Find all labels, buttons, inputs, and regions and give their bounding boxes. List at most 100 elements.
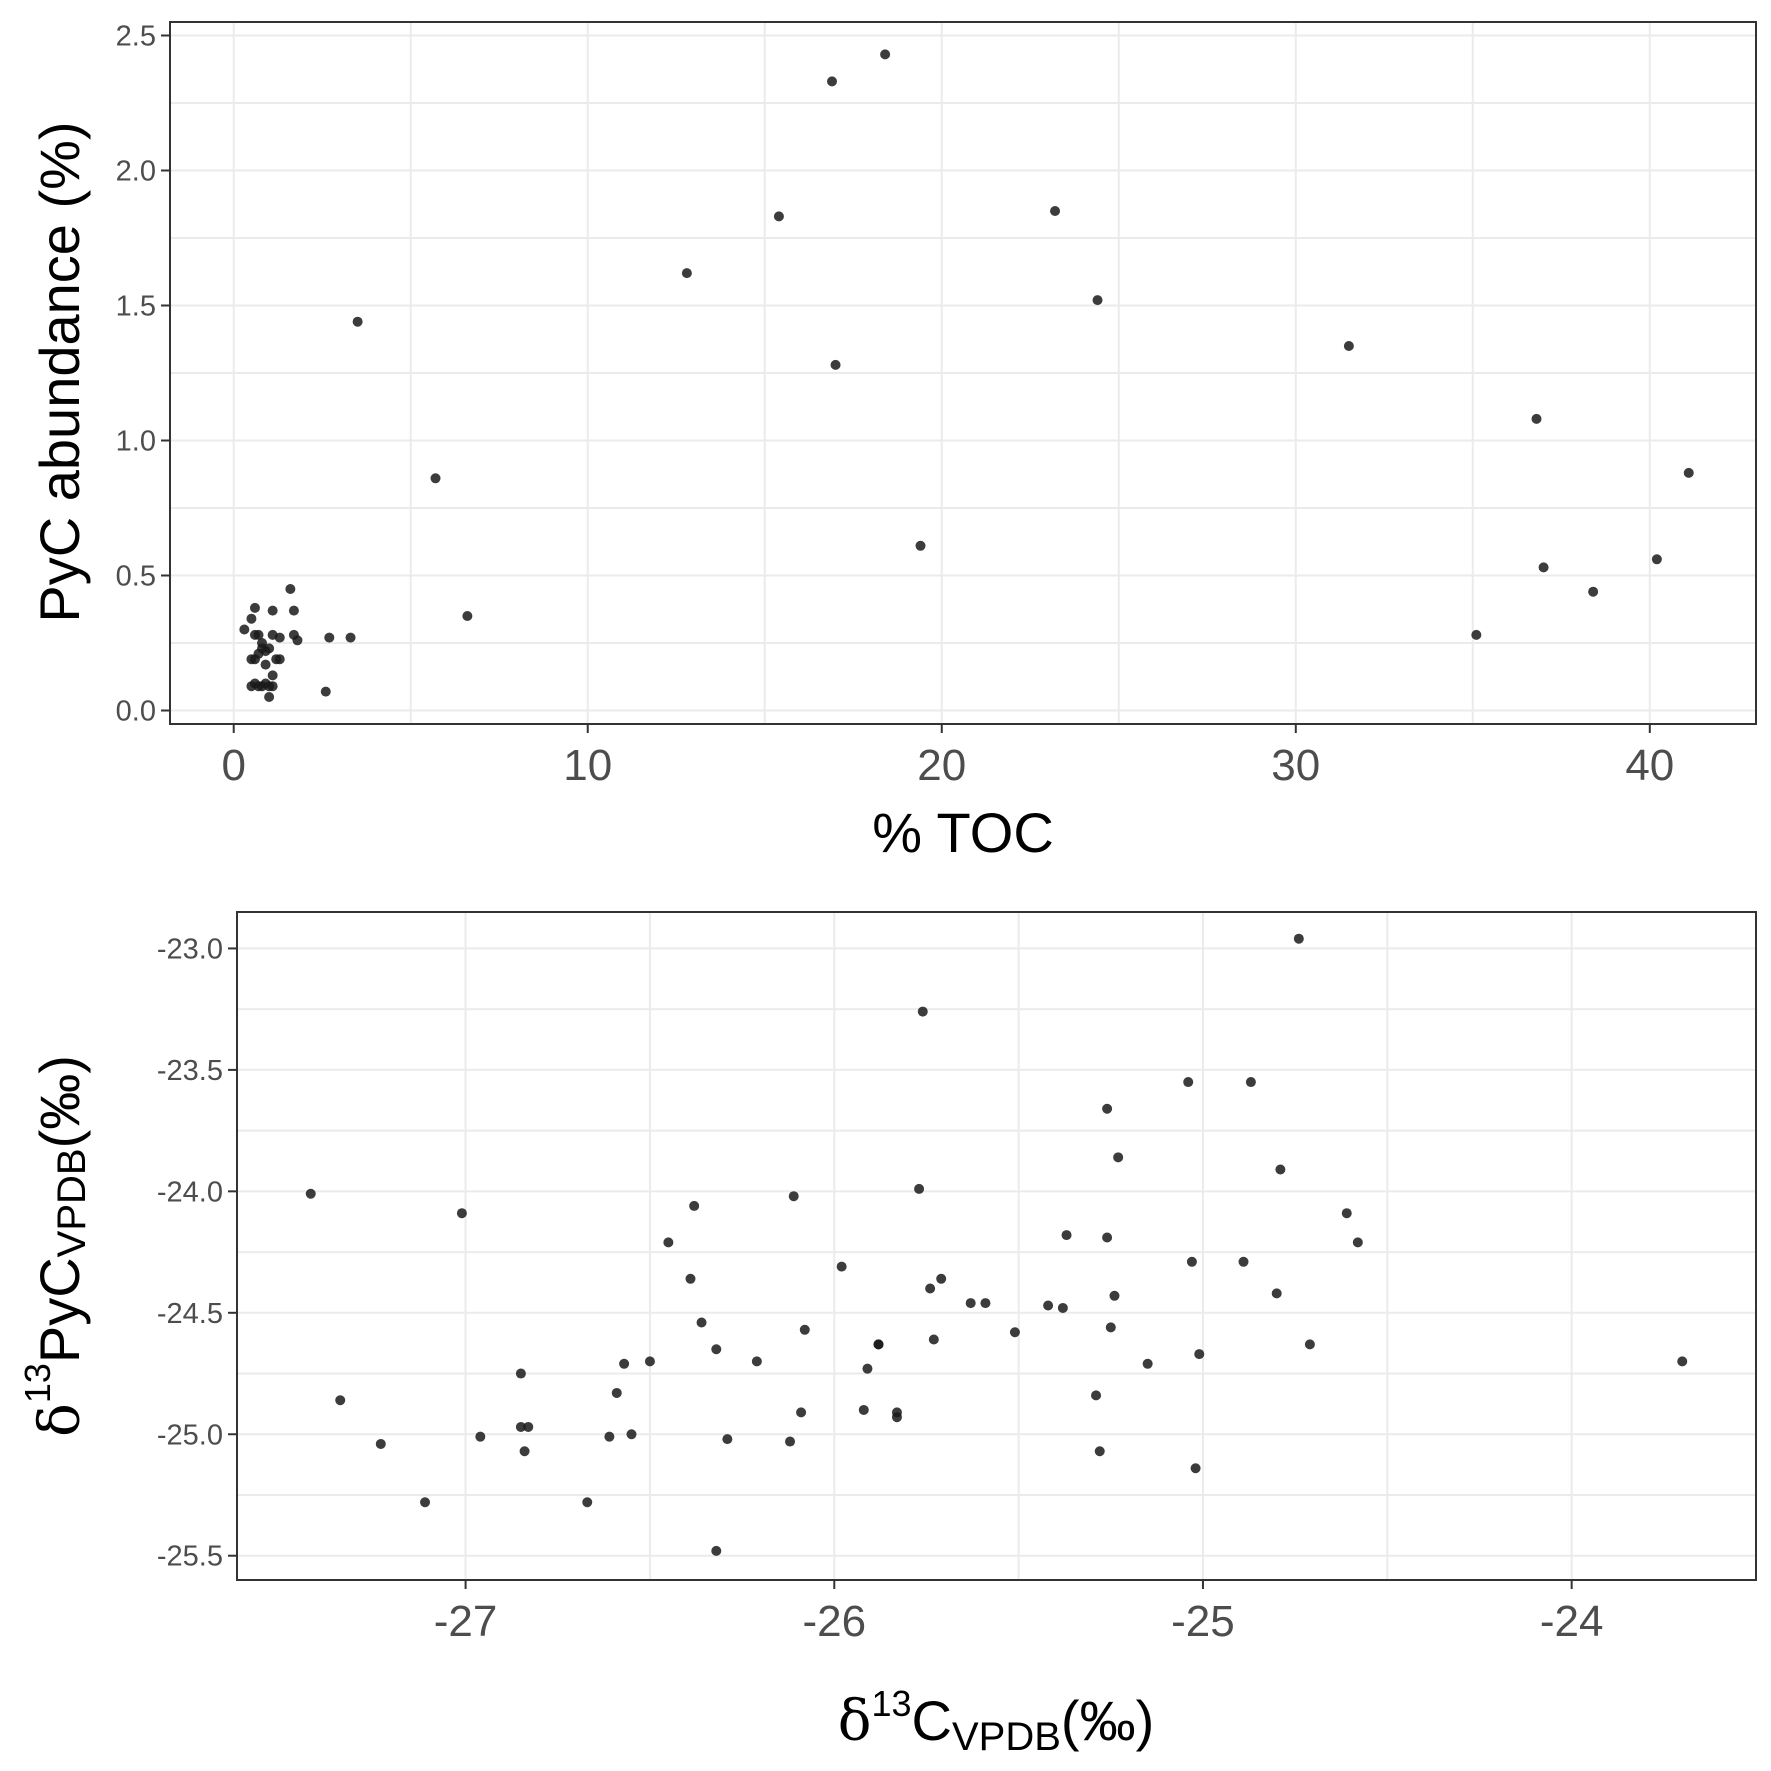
data-point bbox=[1043, 1300, 1054, 1311]
y-axis-label-unit: (‰) bbox=[28, 1055, 91, 1148]
data-point bbox=[582, 1497, 593, 1508]
data-point bbox=[788, 1191, 799, 1202]
y-tick-label: -23.5 bbox=[157, 1055, 223, 1087]
data-point bbox=[689, 1200, 700, 1211]
axis-ticks: 0 10 20 30 40 0.0 0.5 1.0 1.5 2.0 2.5 bbox=[116, 21, 1675, 791]
data-point bbox=[880, 49, 891, 60]
y-tick-label: -24.5 bbox=[157, 1298, 223, 1330]
data-point bbox=[862, 1363, 873, 1374]
x-tick-label: 0 bbox=[221, 741, 245, 790]
data-point bbox=[891, 1412, 902, 1423]
data-point bbox=[246, 613, 257, 624]
data-point bbox=[1341, 1208, 1352, 1219]
y-tick-label: -25.0 bbox=[157, 1419, 223, 1451]
data-point bbox=[1057, 1302, 1068, 1313]
x-axis-label: δ13CVPDB(‰) bbox=[838, 1683, 1154, 1759]
data-point bbox=[267, 605, 278, 616]
data-point bbox=[980, 1298, 991, 1309]
axis-ticks: -27 -26 -25 -24 -23.0 -23.5 -24.0 -24.5 -25.0 -25… bbox=[157, 933, 1604, 1646]
x-tick-label: 30 bbox=[1271, 741, 1320, 790]
y-tick-label: -25.5 bbox=[157, 1541, 223, 1573]
data-point bbox=[249, 602, 260, 613]
data-point bbox=[1238, 1256, 1249, 1267]
data-point bbox=[711, 1344, 722, 1355]
y-axis-label: PyC abundance (%) bbox=[28, 121, 91, 622]
data-point bbox=[246, 681, 257, 692]
x-tick-label: 10 bbox=[563, 741, 612, 790]
data-point bbox=[722, 1434, 733, 1445]
data-point bbox=[1271, 1288, 1282, 1299]
y-tick-label: 1.0 bbox=[116, 426, 156, 458]
data-point bbox=[1588, 586, 1599, 597]
data-point bbox=[249, 629, 260, 640]
data-point bbox=[523, 1421, 534, 1432]
data-point bbox=[456, 1208, 467, 1219]
data-point bbox=[936, 1273, 947, 1284]
data-point bbox=[711, 1545, 722, 1556]
data-point bbox=[274, 654, 285, 665]
data-point bbox=[420, 1497, 431, 1508]
data-point bbox=[430, 473, 441, 484]
data-point bbox=[1186, 1256, 1197, 1267]
x-tick-label: 20 bbox=[917, 741, 966, 790]
data-point bbox=[239, 624, 250, 635]
data-point bbox=[836, 1261, 847, 1272]
data-point bbox=[928, 1334, 939, 1345]
data-point bbox=[519, 1446, 530, 1457]
data-point bbox=[873, 1339, 884, 1350]
data-point bbox=[1061, 1230, 1072, 1241]
y-axis-label-sup: 13 bbox=[17, 1363, 58, 1403]
data-point bbox=[305, 1188, 316, 1199]
data-point bbox=[1091, 1390, 1102, 1401]
data-point bbox=[267, 670, 278, 681]
data-point bbox=[773, 211, 784, 222]
data-point bbox=[260, 659, 271, 670]
y-axis-label-greek: δ bbox=[28, 1403, 93, 1437]
data-point bbox=[1113, 1152, 1124, 1163]
data-point bbox=[1105, 1322, 1116, 1333]
x-tick-label: -24 bbox=[1540, 1597, 1604, 1646]
data-point bbox=[827, 76, 838, 87]
data-point bbox=[626, 1429, 637, 1440]
y-tick-label: 2.0 bbox=[116, 156, 156, 188]
data-point bbox=[1677, 1356, 1688, 1367]
x-axis-label-unit: (‰) bbox=[1061, 1689, 1154, 1752]
y-tick-label: -24.0 bbox=[157, 1176, 223, 1208]
data-point bbox=[619, 1358, 630, 1369]
data-point bbox=[830, 359, 841, 370]
data-point bbox=[1275, 1164, 1286, 1175]
data-point bbox=[685, 1273, 696, 1284]
data-point bbox=[1531, 413, 1542, 424]
data-point bbox=[1304, 1339, 1315, 1350]
data-point bbox=[267, 681, 278, 692]
data-point bbox=[925, 1283, 936, 1294]
x-tick-label: -27 bbox=[434, 1597, 498, 1646]
data-point bbox=[335, 1395, 346, 1406]
data-point bbox=[1102, 1103, 1113, 1114]
data-point bbox=[914, 1183, 925, 1194]
y-tick-label: -23.0 bbox=[157, 933, 223, 965]
data-point bbox=[1343, 341, 1354, 351]
plot-background bbox=[237, 912, 1756, 1580]
data-point bbox=[475, 1431, 486, 1442]
data-point bbox=[249, 654, 260, 665]
data-point bbox=[1094, 1446, 1105, 1457]
data-points bbox=[239, 49, 1694, 702]
data-point bbox=[1142, 1358, 1153, 1369]
x-axis-label-base: C bbox=[912, 1689, 952, 1752]
data-point bbox=[611, 1387, 622, 1398]
y-tick-label: 0.0 bbox=[116, 696, 156, 728]
data-point bbox=[1194, 1349, 1205, 1360]
data-point bbox=[274, 632, 285, 643]
y-tick-label: 1.5 bbox=[116, 291, 156, 323]
x-axis-label-sup: 13 bbox=[871, 1683, 911, 1724]
data-point bbox=[644, 1356, 655, 1367]
plot-frame bbox=[236, 911, 1757, 1581]
y-tick-label: 0.5 bbox=[116, 561, 156, 593]
y-tick-label: 2.5 bbox=[116, 21, 156, 53]
data-point bbox=[1183, 1077, 1194, 1088]
x-tick-label: 40 bbox=[1625, 741, 1674, 790]
data-point bbox=[375, 1438, 386, 1449]
data-point bbox=[796, 1407, 807, 1418]
